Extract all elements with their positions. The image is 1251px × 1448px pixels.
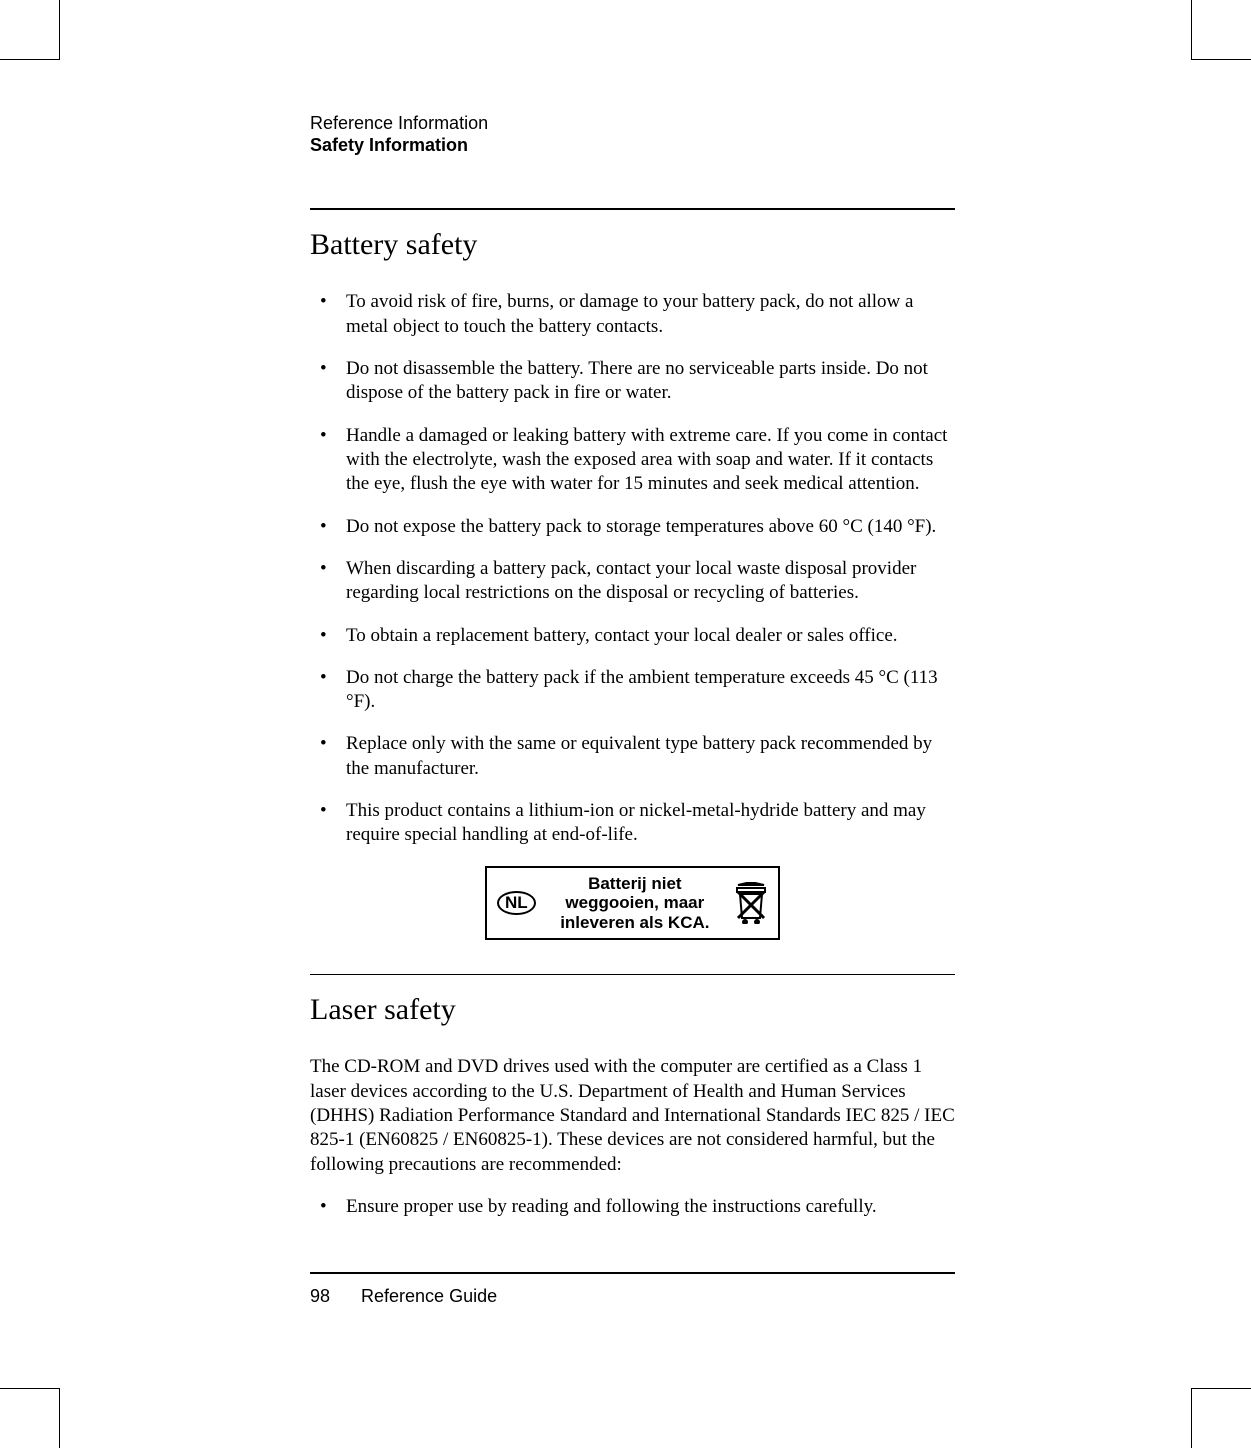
list-item: Replace only with the same or equivalent…: [310, 732, 955, 781]
list-item: Do not disassemble the battery. There ar…: [310, 357, 955, 406]
list-item: Do not charge the battery pack if the am…: [310, 666, 955, 715]
list-item: To avoid risk of fire, burns, or damage …: [310, 290, 955, 339]
list-item: This product contains a lithium-ion or n…: [310, 799, 955, 848]
nl-label-line3: inleveren als KCA.: [560, 913, 709, 932]
crop-mark-bottom-left: [0, 1388, 60, 1448]
nl-label-line2: weggooien, maar: [565, 893, 704, 912]
page-number: 98: [310, 1286, 356, 1307]
list-item: To obtain a replacement battery, contact…: [310, 624, 955, 648]
list-item: Do not expose the battery pack to storag…: [310, 515, 955, 539]
footer-doc-title: Reference Guide: [361, 1286, 497, 1306]
nl-label-text: Batterij niet weggooien, maar inleveren …: [548, 874, 722, 933]
section-rule: [310, 974, 955, 975]
section-rule: [310, 208, 955, 210]
page-content: Reference Information Safety Information…: [310, 112, 955, 1237]
laser-safety-heading: Laser safety: [310, 993, 955, 1027]
nl-disposal-label: NL Batterij niet weggooien, maar inlever…: [485, 866, 780, 941]
laser-safety-intro: The CD-ROM and DVD drives used with the …: [310, 1055, 955, 1177]
page-footer: 98 Reference Guide: [310, 1272, 955, 1307]
crop-mark-top-left: [0, 0, 60, 60]
header-category: Reference Information: [310, 112, 955, 135]
list-item: Ensure proper use by reading and followi…: [310, 1195, 955, 1219]
battery-safety-heading: Battery safety: [310, 228, 955, 262]
laser-safety-list: Ensure proper use by reading and followi…: [310, 1195, 955, 1219]
list-item: Handle a damaged or leaking battery with…: [310, 424, 955, 497]
crop-mark-bottom-right: [1191, 1388, 1251, 1448]
nl-label-line1: Batterij niet: [588, 874, 682, 893]
nl-country-badge: NL: [497, 891, 536, 915]
battery-safety-list: To avoid risk of fire, burns, or damage …: [310, 290, 955, 847]
no-trash-icon: [734, 882, 768, 924]
list-item: When discarding a battery pack, contact …: [310, 557, 955, 606]
crop-mark-top-right: [1191, 0, 1251, 60]
header-section: Safety Information: [310, 135, 955, 156]
footer-text: 98 Reference Guide: [310, 1286, 955, 1307]
footer-rule: [310, 1272, 955, 1274]
